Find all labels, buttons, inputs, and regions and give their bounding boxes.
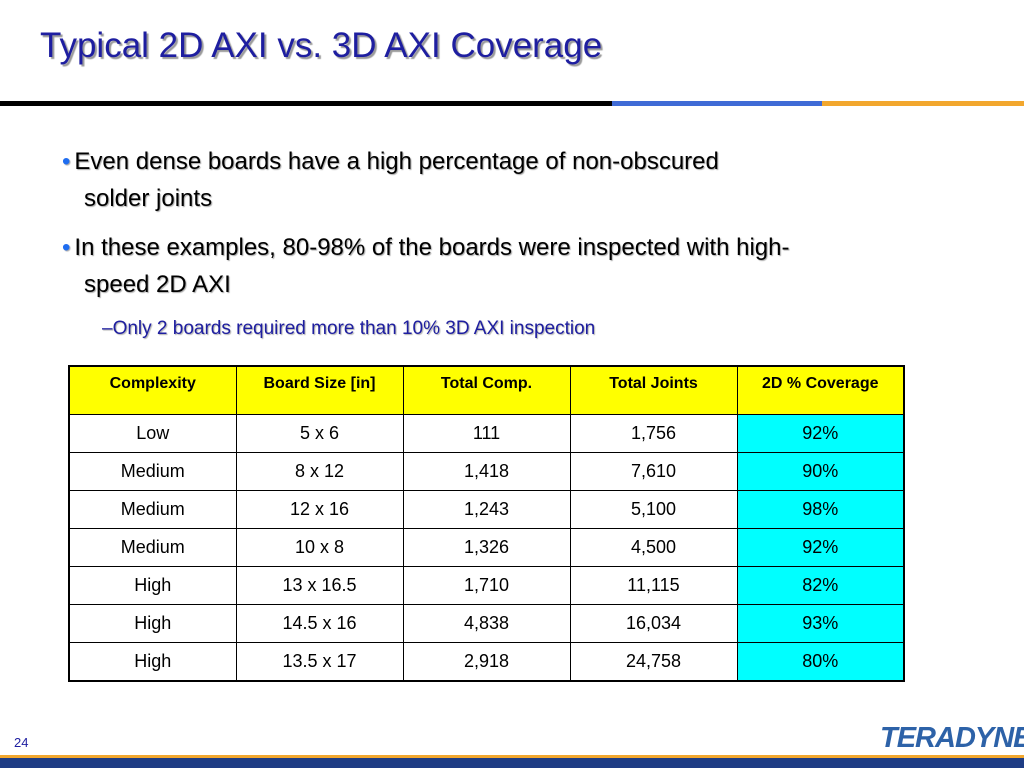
cell-total-joints: 11,115: [569, 565, 738, 605]
bullet-1-line2: solder joints: [84, 185, 213, 212]
cell-total-joints: 16,034: [569, 603, 738, 643]
cell-coverage: 92%: [736, 413, 905, 453]
cell-total-joints: 4,500: [569, 527, 738, 567]
bullet-1-line1: Even dense boards have a high percentage…: [74, 148, 719, 175]
slide-title: Typical 2D AXI vs. 3D AXI Coverage: [40, 26, 603, 65]
cell-complexity: Medium: [68, 451, 237, 491]
table-row: Medium 8 x 12 1,418 7,610 90%: [68, 451, 905, 491]
teradyne-logo: TERADYNE: [880, 722, 1024, 754]
cell-coverage: 80%: [736, 641, 905, 681]
coverage-table: Complexity Board Size [in] Total Comp. T…: [68, 365, 905, 682]
cell-complexity: High: [68, 641, 237, 681]
title-rule-gold: [822, 101, 1024, 106]
page-number: 24: [14, 735, 29, 750]
table-row: Medium 12 x 16 1,243 5,100 98%: [68, 489, 905, 529]
bullet-2: • In these examples, 80-98% of the boards…: [62, 229, 789, 303]
cell-coverage: 90%: [736, 451, 905, 491]
cell-board-size: 12 x 16: [235, 489, 404, 529]
cell-board-size: 14.5 x 16: [235, 603, 404, 643]
cell-complexity: Low: [68, 413, 237, 453]
cell-board-size: 5 x 6: [235, 413, 404, 453]
cell-total-comp: 1,326: [402, 527, 571, 567]
cell-total-comp: 1,243: [402, 489, 571, 529]
cell-board-size: 13 x 16.5: [235, 565, 404, 605]
footer-bar: [0, 758, 1024, 768]
cell-coverage: 93%: [736, 603, 905, 643]
cell-total-comp: 1,418: [402, 451, 571, 491]
table-row: Low 5 x 6 111 1,756 92%: [68, 413, 905, 453]
cell-complexity: High: [68, 565, 237, 605]
cell-complexity: High: [68, 603, 237, 643]
cell-total-joints: 7,610: [569, 451, 738, 491]
cell-total-joints: 1,756: [569, 413, 738, 453]
bullet-dot-icon: •: [62, 148, 71, 175]
header-complexity: Complexity: [68, 365, 237, 415]
cell-total-joints: 24,758: [569, 641, 738, 681]
table-row: High 14.5 x 16 4,838 16,034 93%: [68, 603, 905, 643]
header-total-comp: Total Comp.: [402, 365, 571, 415]
table-header-row: Complexity Board Size [in] Total Comp. T…: [68, 365, 905, 415]
bullet-dot-icon: •: [62, 234, 71, 261]
cell-total-comp: 4,838: [402, 603, 571, 643]
bullet-1: • Even dense boards have a high percentag…: [62, 143, 719, 217]
cell-total-comp: 1,710: [402, 565, 571, 605]
bullet-2-line1: In these examples, 80-98% of the boards …: [74, 234, 790, 261]
header-board-size: Board Size [in]: [235, 365, 404, 415]
table-row: Medium 10 x 8 1,326 4,500 92%: [68, 527, 905, 567]
cell-coverage: 98%: [736, 489, 905, 529]
cell-total-joints: 5,100: [569, 489, 738, 529]
cell-total-comp: 2,918: [402, 641, 571, 681]
header-2d-coverage: 2D % Coverage: [736, 365, 905, 415]
title-rule-black: [0, 101, 612, 106]
footer-accent-line: [0, 755, 1024, 758]
cell-coverage: 92%: [736, 527, 905, 567]
table-row: High 13 x 16.5 1,710 11,115 82%: [68, 565, 905, 605]
header-total-joints: Total Joints: [569, 365, 738, 415]
cell-board-size: 10 x 8: [235, 527, 404, 567]
bullet-2-line2: speed 2D AXI: [84, 271, 231, 298]
cell-total-comp: 111: [402, 413, 571, 453]
cell-complexity: Medium: [68, 527, 237, 567]
cell-coverage: 82%: [736, 565, 905, 605]
cell-board-size: 8 x 12: [235, 451, 404, 491]
title-rule-blue: [612, 101, 822, 106]
sub-bullet: –Only 2 boards required more than 10% 3D…: [102, 318, 596, 339]
table-row: High 13.5 x 17 2,918 24,758 80%: [68, 641, 905, 681]
cell-complexity: Medium: [68, 489, 237, 529]
cell-board-size: 13.5 x 17: [235, 641, 404, 681]
